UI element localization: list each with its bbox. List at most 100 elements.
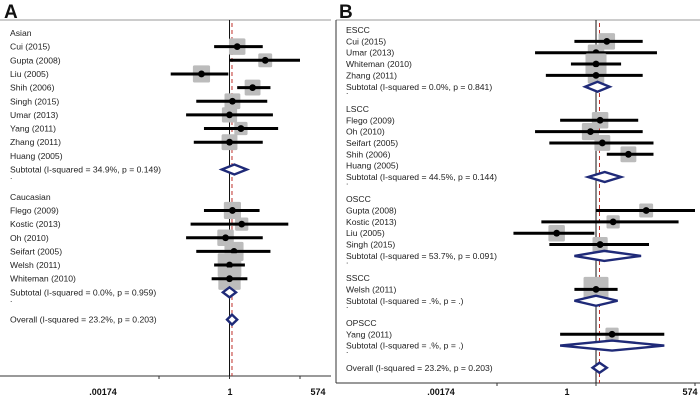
panel-b-separator: . <box>346 176 348 186</box>
forest-panel-a: Asian Cui (2015) Gupta (2008) Liu (2005) Shi… <box>0 19 331 397</box>
panel-a-separator: . <box>10 294 12 304</box>
panel-b-separator: . <box>346 300 348 310</box>
panel-b-study-label: Huang (2005) <box>346 161 399 171</box>
panel-a-study-label: Gupta (2008) <box>10 55 61 65</box>
panel-a-point-estimate <box>233 43 241 51</box>
panel-a-study-label: Singh (2015) <box>10 96 59 106</box>
panel-b-study-label: Zhang (2011) <box>346 70 397 80</box>
panel-b-point-estimate <box>603 37 611 45</box>
panel-b-point-estimate <box>596 116 604 124</box>
panel-a-study-label: Flego (2009) <box>10 205 59 215</box>
panel-b-subtotal-label: Subtotal (I-squared = 0.0%, p = 0.841) <box>346 82 492 92</box>
panel-b-point-estimate <box>625 150 632 158</box>
panel-b-point-estimate <box>592 60 600 68</box>
panel-b-overall-diamond <box>590 361 609 375</box>
panel-a-study-label: Shih (2006) <box>10 83 55 93</box>
panel-b-x-tick-label: 574 <box>682 387 697 397</box>
panel-a-point-estimate <box>229 207 236 214</box>
panel-b-point-estimate <box>608 330 616 338</box>
panel-a-separator: . <box>10 171 12 181</box>
panel-a-subtotal-diamond <box>220 285 239 299</box>
panel-a-study-label: Zhang (2011) <box>10 137 61 147</box>
panel-b-point-estimate <box>598 139 606 147</box>
panel-b-subtotal-diamond <box>582 80 613 94</box>
panel-a-study-label: Oh (2010) <box>10 233 49 243</box>
panel-a-point-estimate <box>261 56 269 64</box>
panel-a-point-estimate <box>249 84 256 91</box>
panel-a-overall-diamond <box>225 312 239 327</box>
panel-b-study-label: Yang (2011) <box>346 329 392 339</box>
panel-a-study-label: Whiteman (2010) <box>10 274 76 284</box>
panel-b-x-tick-label: 1 <box>564 387 569 397</box>
panel-a-study-label: Welsh (2011) <box>10 260 60 270</box>
panel-a-x-tick-label: 574 <box>310 387 325 397</box>
panel-b-separator: . <box>346 255 348 265</box>
panel-a-point-estimate <box>222 234 229 242</box>
panel-a-point-estimate <box>226 111 233 119</box>
panel-a-study-label: Umar (2013) <box>10 110 58 120</box>
panel-b-point-estimate <box>592 72 600 79</box>
panel-b-study-label: Liu (2005) <box>346 228 385 238</box>
panel-b-study-label: Gupta (2008) <box>346 206 397 216</box>
panel-b-study-label: Umar (2013) <box>346 48 394 58</box>
panel-a-point-estimate <box>230 248 238 255</box>
panel-a-point-estimate <box>237 125 245 132</box>
panel-a-point-estimate <box>198 70 205 78</box>
panel-b-x-tick-label: .00174 <box>427 387 455 397</box>
panel-b-separator: . <box>346 345 348 355</box>
panel-b-separator: . <box>346 86 348 96</box>
panel-a-point-estimate <box>238 220 246 228</box>
panel-a-x-tick-label: 1 <box>227 387 232 397</box>
panel-a-study-label: Seifart (2005) <box>10 246 62 256</box>
panel-a-x-tick-label: .00174 <box>89 387 117 397</box>
panel-b-point-estimate <box>592 286 600 293</box>
panel-a-study-label: Cui (2015) <box>10 42 50 52</box>
panel-b-point-estimate <box>609 218 617 226</box>
panel-a-study-label: Kostic (2013) <box>10 219 61 229</box>
panel-a-study-label: Huang (2005) <box>10 151 63 161</box>
panel-b-subtotal-label: Subtotal (I-squared = 44.5%, p = 0.144) <box>346 172 497 182</box>
panel-a-subtotal-label: Subtotal (I-squared = 0.0%, p = 0.959) <box>10 287 156 297</box>
panel-b-study-label: Kostic (2013) <box>346 217 397 227</box>
panel-a-subtotal-diamond <box>218 163 251 176</box>
panel-b-study-label: Cui (2015) <box>346 36 386 46</box>
panel-b-study-label: Singh (2015) <box>346 240 395 250</box>
panel-a-study-label: Yang (2011) <box>10 124 56 134</box>
panel-a-group-header: Caucasian <box>10 192 51 202</box>
panel-b-point-estimate <box>642 207 650 214</box>
panel-b-study-label: Flego (2009) <box>346 115 395 125</box>
panel-b-group-header: SSCC <box>346 273 370 283</box>
panel-b-subtotal-label: Subtotal (I-squared = .%, p = .) <box>346 296 464 306</box>
panel-b-subtotal-diamond <box>574 249 642 263</box>
panel-b-study-label: Seifart (2005) <box>346 138 398 148</box>
panel-b-subtotal-diamond <box>574 294 618 307</box>
panel-b-group-header: ESCC <box>346 25 370 35</box>
panel-b-group-header: OPSCC <box>346 318 377 328</box>
panel-b-point-estimate <box>587 128 594 136</box>
panel-a-letter: A <box>4 2 18 23</box>
panel-b-subtotal-label: Subtotal (I-squared = .%, p = .) <box>346 341 464 351</box>
panel-b-subtotal-diamond <box>560 339 665 352</box>
panel-b-group-header: OSCC <box>346 194 371 204</box>
panel-b-group-header: LSCC <box>346 104 369 114</box>
panel-a-point-estimate <box>229 97 236 105</box>
panel-b-overall-label: Overall (I-squared = 23.2%, p = 0.203) <box>346 363 493 373</box>
panel-b-letter: B <box>339 2 353 23</box>
panel-b-subtotal-label: Subtotal (I-squared = 53.7%, p = 0.091) <box>346 251 497 261</box>
panel-a-point-estimate <box>226 275 233 283</box>
panel-a-point-estimate <box>226 138 233 146</box>
panel-a-group-header: Asian <box>10 28 32 38</box>
panel-a-study-label: Liu (2005) <box>10 69 49 79</box>
panel-b-study-label: Oh (2010) <box>346 127 385 137</box>
panel-b-point-estimate <box>553 229 561 237</box>
panel-a-point-estimate <box>226 261 233 269</box>
panel-b-study-label: Whiteman (2010) <box>346 59 412 69</box>
panel-b-subtotal-diamond <box>583 170 626 184</box>
panel-a-overall-label: Overall (I-squared = 23.2%, p = 0.203) <box>10 315 157 325</box>
panel-b-study-label: Welsh (2011) <box>346 284 396 294</box>
panel-a-subtotal-label: Subtotal (I-squared = 34.9%, p = 0.149) <box>10 165 161 175</box>
panel-b-study-label: Shih (2006) <box>346 149 391 159</box>
panel-b-point-estimate <box>596 241 604 248</box>
